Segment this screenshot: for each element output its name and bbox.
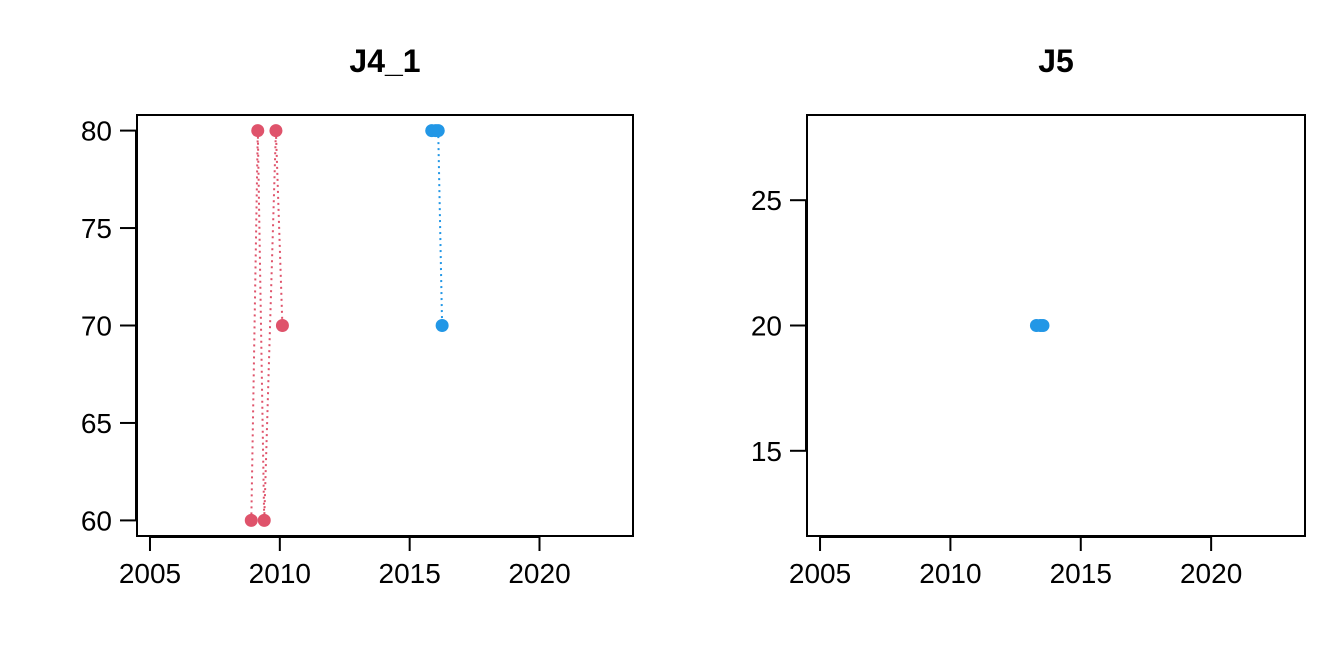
x-tick-label: 2010 (249, 558, 311, 589)
plot-frame (806, 114, 1306, 537)
x-tick-label: 2020 (508, 558, 570, 589)
panel-j4-1: J4_1 2005 2010 2015 2020 60 65 70 75 80 (81, 43, 634, 589)
x-tick-label: 2015 (1050, 558, 1112, 589)
data-point-red (275, 319, 289, 332)
y-tick-label: 80 (81, 116, 112, 147)
y-tick-label: 75 (81, 213, 112, 244)
data-point-blue (1036, 319, 1050, 332)
panel-title: J4_1 (349, 43, 420, 79)
y-tick-label: 70 (81, 311, 112, 342)
series-line-red (250, 130, 284, 521)
plot-frame (136, 114, 634, 537)
y-tick-label: 20 (751, 311, 782, 342)
data-point-blue (435, 319, 449, 332)
panel-title: J5 (1038, 43, 1074, 79)
data-point-red (244, 513, 258, 527)
series-line-blue (431, 129, 444, 326)
x-tick-label: 2015 (379, 558, 441, 589)
y-tick-label: 65 (81, 408, 112, 439)
x-tick-label: 2020 (1180, 558, 1242, 589)
x-tick-label: 2005 (119, 558, 181, 589)
data-point-red (269, 124, 283, 138)
panel-j5: J5 2005 2010 2015 2020 15 20 25 (751, 43, 1306, 589)
y-tick-label: 15 (751, 436, 782, 467)
data-point-red (257, 513, 271, 527)
data-point-blue (431, 124, 445, 138)
y-tick-label: 25 (751, 185, 782, 216)
y-tick-label: 60 (81, 505, 112, 536)
data-point-red (251, 124, 265, 138)
x-tick-label: 2005 (789, 558, 851, 589)
x-tick-label: 2010 (919, 558, 981, 589)
